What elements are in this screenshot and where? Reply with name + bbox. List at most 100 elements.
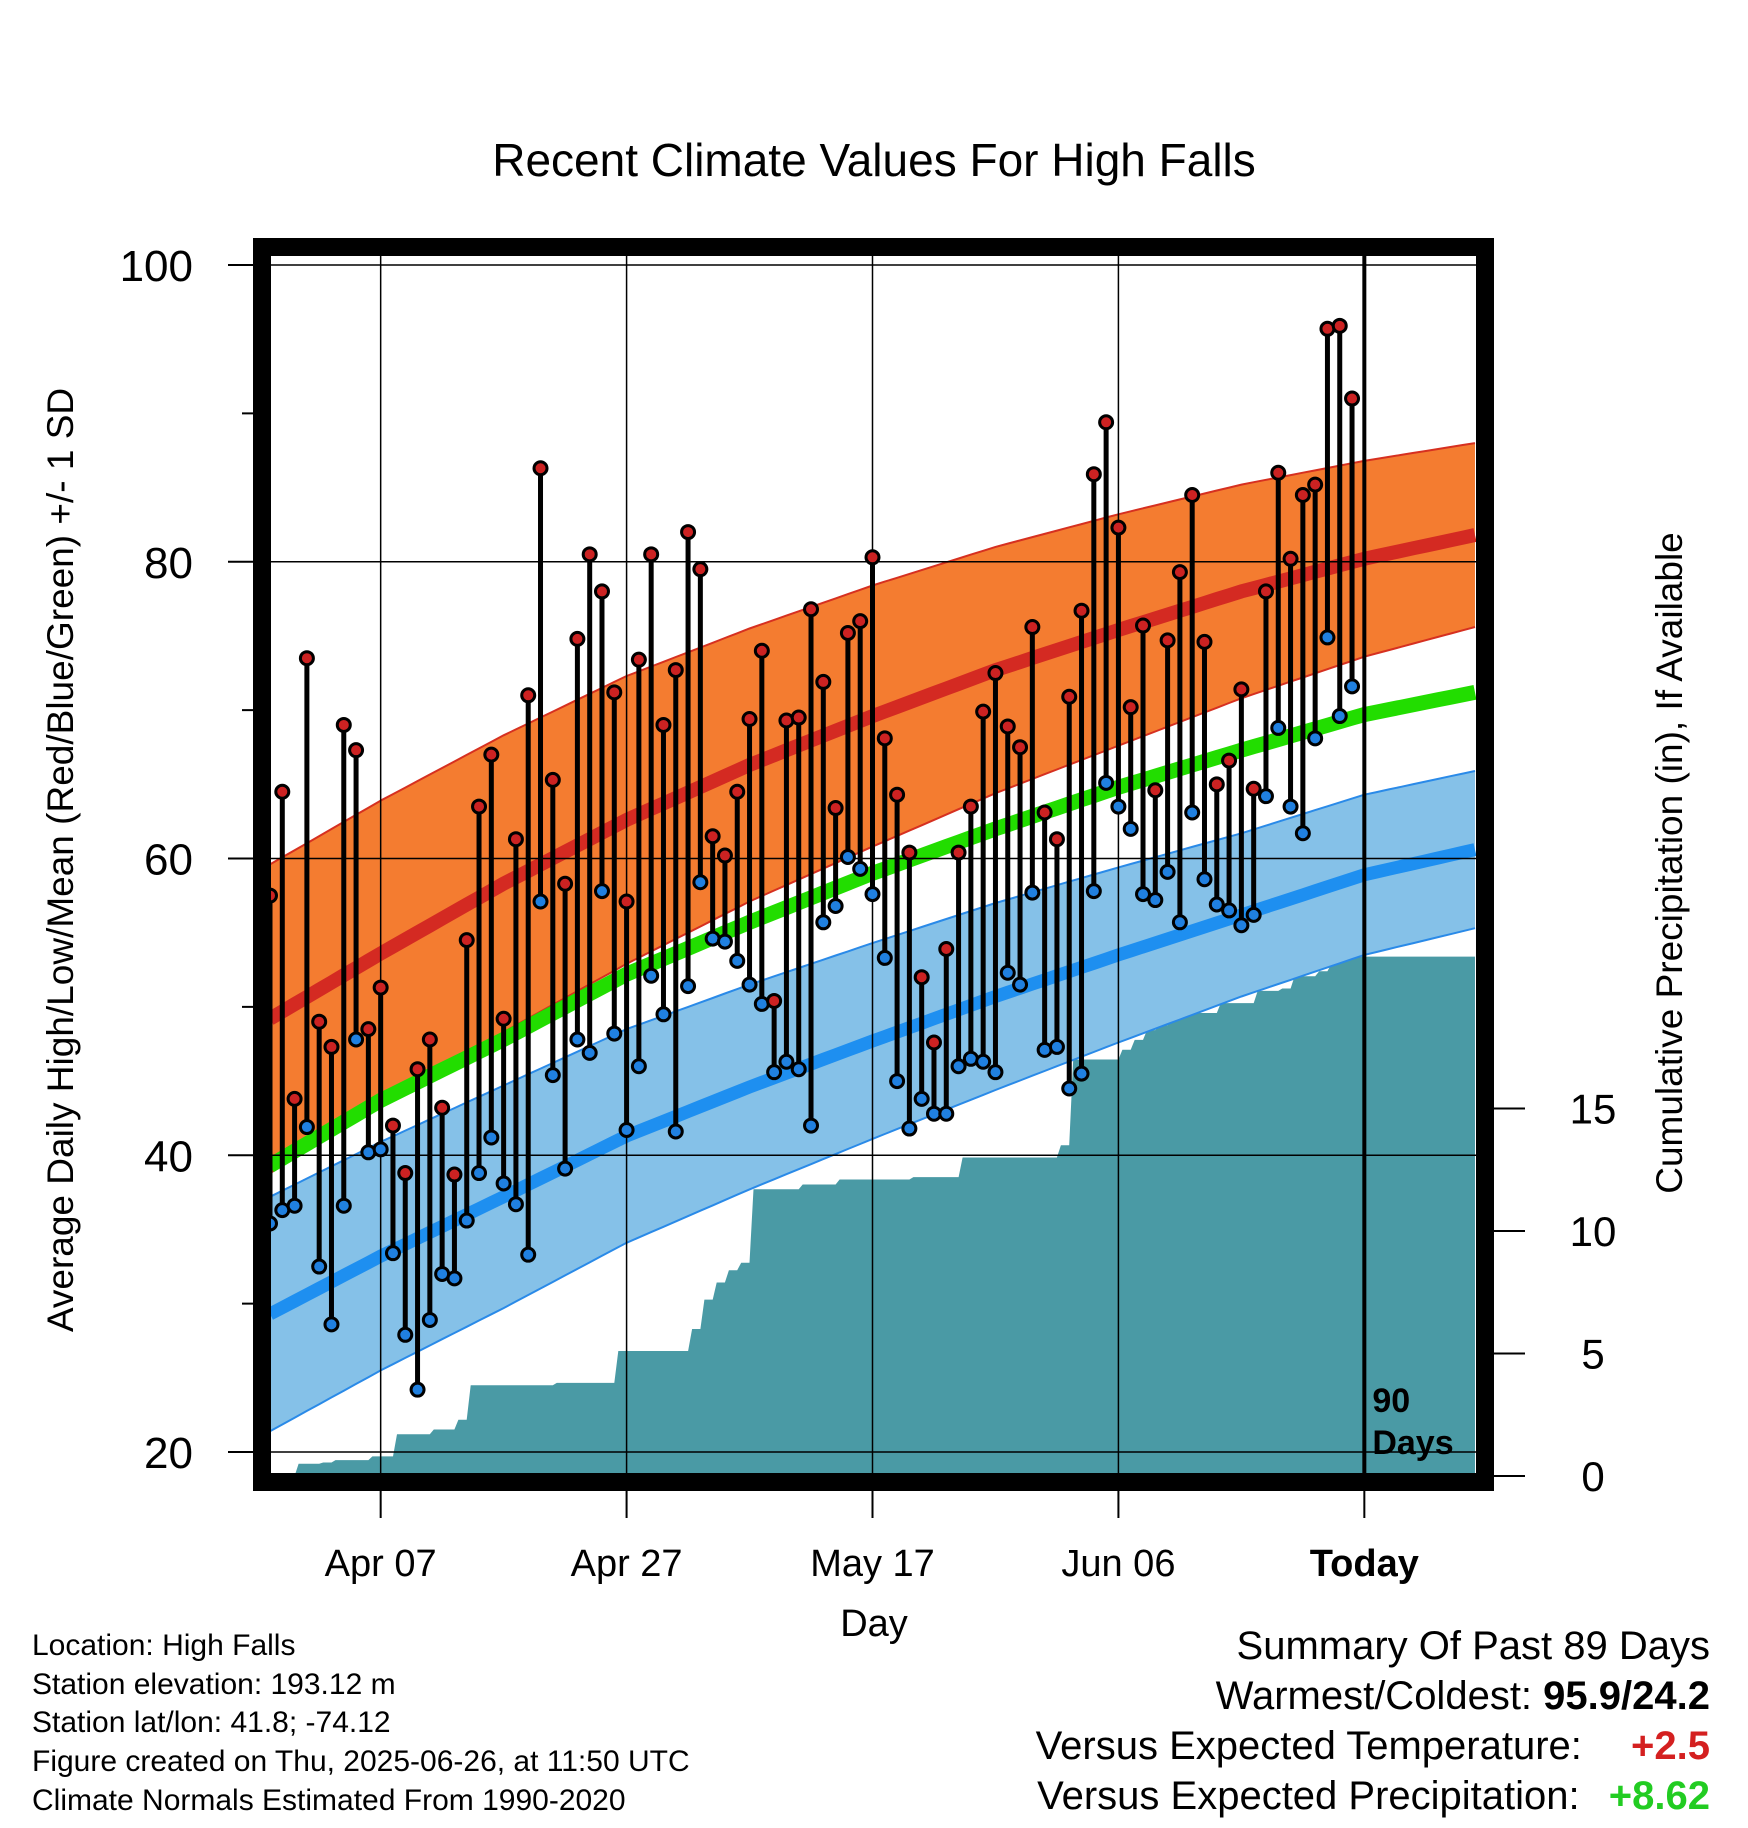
daily-high-point bbox=[1012, 739, 1029, 756]
daily-low-point bbox=[544, 1067, 561, 1084]
chart-title: Recent Climate Values For High Falls bbox=[492, 134, 1256, 186]
daily-high-point bbox=[938, 941, 955, 958]
daily-high-point bbox=[950, 844, 967, 861]
daily-bars bbox=[262, 317, 1361, 1398]
daily-high-point bbox=[962, 798, 979, 815]
warm-cold-label: Warmest/Coldest: bbox=[1215, 1674, 1533, 1718]
daily-low-point bbox=[1331, 708, 1348, 725]
daily-high-point bbox=[643, 546, 660, 563]
daily-low-point bbox=[409, 1381, 426, 1398]
daily-low-point bbox=[311, 1258, 328, 1275]
daily-high-point bbox=[618, 893, 635, 910]
figure-created: Figure created on Thu, 2025-06-26, at 11… bbox=[32, 1745, 690, 1778]
daily-high-point bbox=[397, 1165, 414, 1182]
daily-low-point bbox=[999, 964, 1016, 981]
daily-low-point bbox=[520, 1246, 537, 1263]
daily-low-point bbox=[569, 1031, 586, 1048]
daily-low-point bbox=[987, 1064, 1004, 1081]
daily-low-point bbox=[1233, 917, 1250, 934]
daily-low-point bbox=[1110, 798, 1127, 815]
daily-high-point bbox=[1159, 632, 1176, 649]
plot-interior: 90 Days bbox=[262, 247, 1485, 1482]
plot-area: 90 Days 20 40 60 80 100 0 5 10 15 Apr 07 Apr 27 May 1… bbox=[120, 238, 1617, 1585]
temp-value: +2.5 bbox=[1631, 1724, 1710, 1768]
daily-low-point bbox=[1282, 798, 1299, 815]
daily-low-point bbox=[1270, 719, 1287, 736]
daily-high-point bbox=[1135, 617, 1152, 634]
daily-high-point bbox=[323, 1038, 340, 1055]
y-axis-right-label: Cumulative Precipitation (in), If Availa… bbox=[1649, 532, 1690, 1194]
daily-high-point bbox=[1061, 688, 1078, 705]
y-axis-left-label: Average Daily High/Low/Mean (Red/Blue/Gr… bbox=[40, 388, 81, 1332]
daily-high-point bbox=[1184, 486, 1201, 503]
daily-low-point bbox=[1208, 896, 1225, 913]
daily-high-point bbox=[335, 716, 352, 733]
daily-low-point bbox=[692, 874, 709, 891]
daily-low-point bbox=[1122, 820, 1139, 837]
y-right-tick-label: 15 bbox=[1570, 1086, 1617, 1133]
daily-low-point bbox=[950, 1058, 967, 1075]
daily-low-point bbox=[1085, 883, 1102, 900]
daily-low-point bbox=[372, 1141, 389, 1158]
daily-high-point bbox=[532, 460, 549, 477]
daily-low-point bbox=[1073, 1065, 1090, 1082]
daily-high-point bbox=[1036, 804, 1053, 821]
daily-low-point bbox=[975, 1053, 992, 1070]
daily-low-point bbox=[852, 860, 869, 877]
y-left-tick-label: 80 bbox=[144, 539, 193, 588]
daily-low-point bbox=[495, 1175, 512, 1192]
daily-low-point bbox=[827, 897, 844, 914]
daily-high-point bbox=[876, 730, 893, 747]
today-marker-label-days: Days bbox=[1372, 1424, 1453, 1462]
daily-high-point bbox=[1294, 486, 1311, 503]
y-left-tick-label: 60 bbox=[144, 836, 193, 885]
daily-low-point bbox=[655, 1006, 672, 1023]
daily-high-point bbox=[557, 875, 574, 892]
daily-high-point bbox=[434, 1099, 451, 1116]
daily-low-point bbox=[593, 883, 610, 900]
daily-low-point bbox=[680, 978, 697, 995]
daily-high-point bbox=[925, 1034, 942, 1051]
daily-low-point bbox=[1147, 892, 1164, 909]
daily-high-point bbox=[409, 1061, 426, 1078]
daily-high-point bbox=[864, 549, 881, 566]
daily-high-point bbox=[1270, 464, 1287, 481]
daily-low-point bbox=[803, 1117, 820, 1134]
y-left-tick-label: 20 bbox=[144, 1429, 193, 1478]
daily-high-point bbox=[446, 1166, 463, 1183]
daily-low-point bbox=[1012, 976, 1029, 993]
daily-high-point bbox=[753, 642, 770, 659]
daily-high-point bbox=[372, 979, 389, 996]
daily-high-point bbox=[1073, 602, 1090, 619]
daily-low-point bbox=[606, 1025, 623, 1042]
daily-high-point bbox=[975, 703, 992, 720]
daily-high-point bbox=[544, 771, 561, 788]
daily-high-point bbox=[704, 828, 721, 845]
daily-high-point bbox=[803, 601, 820, 618]
daily-high-point bbox=[741, 711, 758, 728]
daily-high-point bbox=[458, 932, 475, 949]
daily-high-point bbox=[1344, 390, 1361, 407]
daily-low-point bbox=[348, 1031, 365, 1048]
daily-low-point bbox=[1307, 730, 1324, 747]
daily-low-point bbox=[667, 1123, 684, 1140]
daily-high-point bbox=[1331, 317, 1348, 334]
daily-high-point bbox=[1282, 550, 1299, 567]
climate-normals-note: Climate Normals Estimated From 1990-2020 bbox=[32, 1784, 626, 1817]
x-tick-label: Apr 07 bbox=[325, 1543, 437, 1585]
daily-low-point bbox=[1245, 906, 1262, 923]
daily-high-point bbox=[1307, 476, 1324, 493]
daily-low-point bbox=[507, 1196, 524, 1213]
daily-high-point bbox=[827, 800, 844, 817]
x-tick-label: Jun 06 bbox=[1061, 1543, 1175, 1585]
daily-low-point bbox=[483, 1129, 500, 1146]
daily-high-point bbox=[1098, 414, 1115, 431]
daily-high-point bbox=[815, 673, 832, 690]
daily-low-point bbox=[778, 1053, 795, 1070]
daily-high-point bbox=[384, 1117, 401, 1134]
daily-low-point bbox=[1048, 1038, 1065, 1055]
daily-high-point bbox=[495, 1010, 512, 1027]
daily-high-point bbox=[569, 630, 586, 647]
daily-high-point bbox=[790, 709, 807, 726]
precip-value: +8.62 bbox=[1608, 1774, 1710, 1818]
